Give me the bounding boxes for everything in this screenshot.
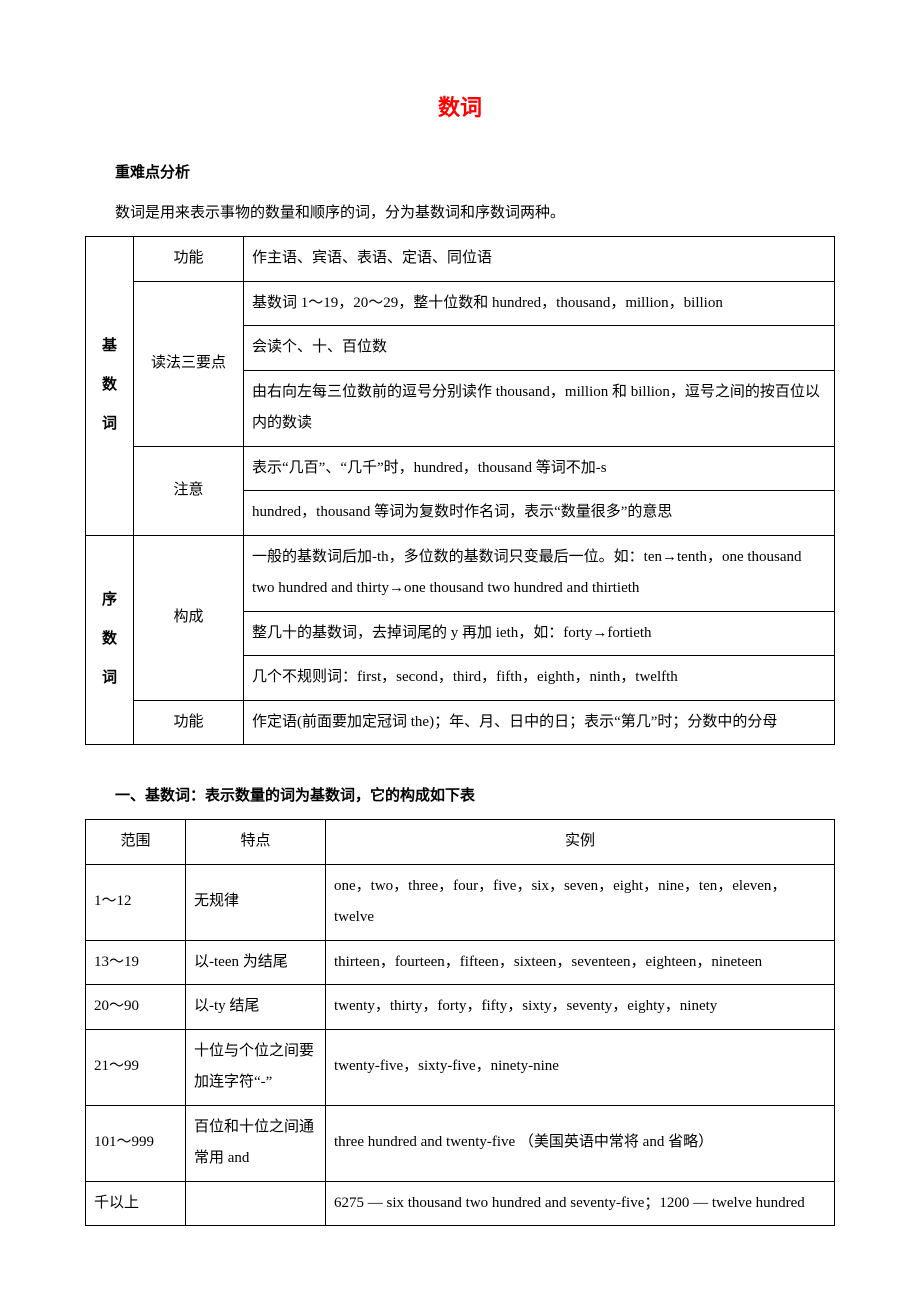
cell-feature xyxy=(186,1181,326,1226)
table-row: 序数词 构成 一般的基数词后加-th，多位数的基数词只变最后一位。如：ten→t… xyxy=(86,535,835,611)
table-row: 千以上 6275 — six thousand two hundred and … xyxy=(86,1181,835,1226)
cell-example: thirteen，fourteen，fifteen，sixteen，sevent… xyxy=(326,940,835,985)
table-row: 功能 作定语(前面要加定冠词 the)；年、月、日中的日；表示“第几”时；分数中… xyxy=(86,700,835,745)
intro-text: 数词是用来表示事物的数量和顺序的词，分为基数词和序数词两种。 xyxy=(85,198,835,228)
page-title: 数词 xyxy=(85,90,835,122)
cell-content: 作主语、宾语、表语、定语、同位语 xyxy=(244,237,835,282)
cell-example: twenty-five，sixty-five，ninety-nine xyxy=(326,1029,835,1105)
col-header-example: 实例 xyxy=(326,820,835,865)
cell-content: 由右向左每三位数前的逗号分别读作 thousand，million 和 bill… xyxy=(244,370,835,446)
cell-content: 会读个、十、百位数 xyxy=(244,326,835,371)
cell-content: 表示“几百”、“几千”时，hundred，thousand 等词不加-s xyxy=(244,446,835,491)
cell-range: 1～12 xyxy=(86,864,186,940)
table-grammar-overview: 基数词 功能 作主语、宾语、表语、定语、同位语 读法三要点 基数词 1～19，2… xyxy=(85,236,835,745)
row-header-cardinal: 基数词 xyxy=(86,237,134,536)
cell-content: 作定语(前面要加定冠词 the)；年、月、日中的日；表示“第几”时；分数中的分母 xyxy=(244,700,835,745)
table-row: 20～90 以-ty 结尾 twenty，thirty，forty，fifty，… xyxy=(86,985,835,1030)
table-row: 21～99 十位与个位之间要加连字符“-” twenty-five，sixty-… xyxy=(86,1029,835,1105)
cell-feature: 以-ty 结尾 xyxy=(186,985,326,1030)
table-cardinal-construction: 范围 特点 实例 1～12 无规律 one，two，three，four，fiv… xyxy=(85,819,835,1226)
table-header-row: 范围 特点 实例 xyxy=(86,820,835,865)
table-row: 基数词 功能 作主语、宾语、表语、定语、同位语 xyxy=(86,237,835,282)
table-row: 101～999 百位和十位之间通常用 and three hundred and… xyxy=(86,1105,835,1181)
cell-content: 一般的基数词后加-th，多位数的基数词只变最后一位。如：ten→tenth，on… xyxy=(244,535,835,611)
cell-range: 千以上 xyxy=(86,1181,186,1226)
row-header-ordinal: 序数词 xyxy=(86,535,134,745)
cell-feature: 无规律 xyxy=(186,864,326,940)
section-heading: 重难点分析 xyxy=(85,158,835,188)
cell-example: twenty，thirty，forty，fifty，sixty，seventy，… xyxy=(326,985,835,1030)
cell-example: three hundred and twenty-five （美国英语中常将 a… xyxy=(326,1105,835,1181)
table-row: 1～12 无规律 one，two，three，four，five，six，sev… xyxy=(86,864,835,940)
cell-content: 整几十的基数词，去掉词尾的 y 再加 ieth，如：forty→fortieth xyxy=(244,611,835,656)
cell-content: hundred，thousand 等词为复数时作名词，表示“数量很多”的意思 xyxy=(244,491,835,536)
spacer xyxy=(85,745,835,781)
cell-feature: 十位与个位之间要加连字符“-” xyxy=(186,1029,326,1105)
cell-range: 101～999 xyxy=(86,1105,186,1181)
table-row: 读法三要点 基数词 1～19，20～29，整十位数和 hundred，thous… xyxy=(86,281,835,326)
cell-feature: 百位和十位之间通常用 and xyxy=(186,1105,326,1181)
cell-example: 6275 — six thousand two hundred and seve… xyxy=(326,1181,835,1226)
cell-label: 读法三要点 xyxy=(134,281,244,446)
col-header-feature: 特点 xyxy=(186,820,326,865)
section-2-heading: 一、基数词：表示数量的词为基数词，它的构成如下表 xyxy=(85,781,835,811)
table-row: 13～19 以-teen 为结尾 thirteen，fourteen，fifte… xyxy=(86,940,835,985)
cell-label: 功能 xyxy=(134,237,244,282)
col-header-range: 范围 xyxy=(86,820,186,865)
page: 数词 重难点分析 数词是用来表示事物的数量和顺序的词，分为基数词和序数词两种。 … xyxy=(0,0,920,1302)
cell-label: 注意 xyxy=(134,446,244,535)
cell-feature: 以-teen 为结尾 xyxy=(186,940,326,985)
cell-range: 21～99 xyxy=(86,1029,186,1105)
cell-example: one，two，three，four，five，six，seven，eight，… xyxy=(326,864,835,940)
cell-label: 功能 xyxy=(134,700,244,745)
cell-range: 13～19 xyxy=(86,940,186,985)
table-row: 注意 表示“几百”、“几千”时，hundred，thousand 等词不加-s xyxy=(86,446,835,491)
cell-range: 20～90 xyxy=(86,985,186,1030)
cell-label: 构成 xyxy=(134,535,244,700)
cell-content: 基数词 1～19，20～29，整十位数和 hundred，thousand，mi… xyxy=(244,281,835,326)
cell-content: 几个不规则词：first，second，third，fifth，eighth，n… xyxy=(244,656,835,701)
